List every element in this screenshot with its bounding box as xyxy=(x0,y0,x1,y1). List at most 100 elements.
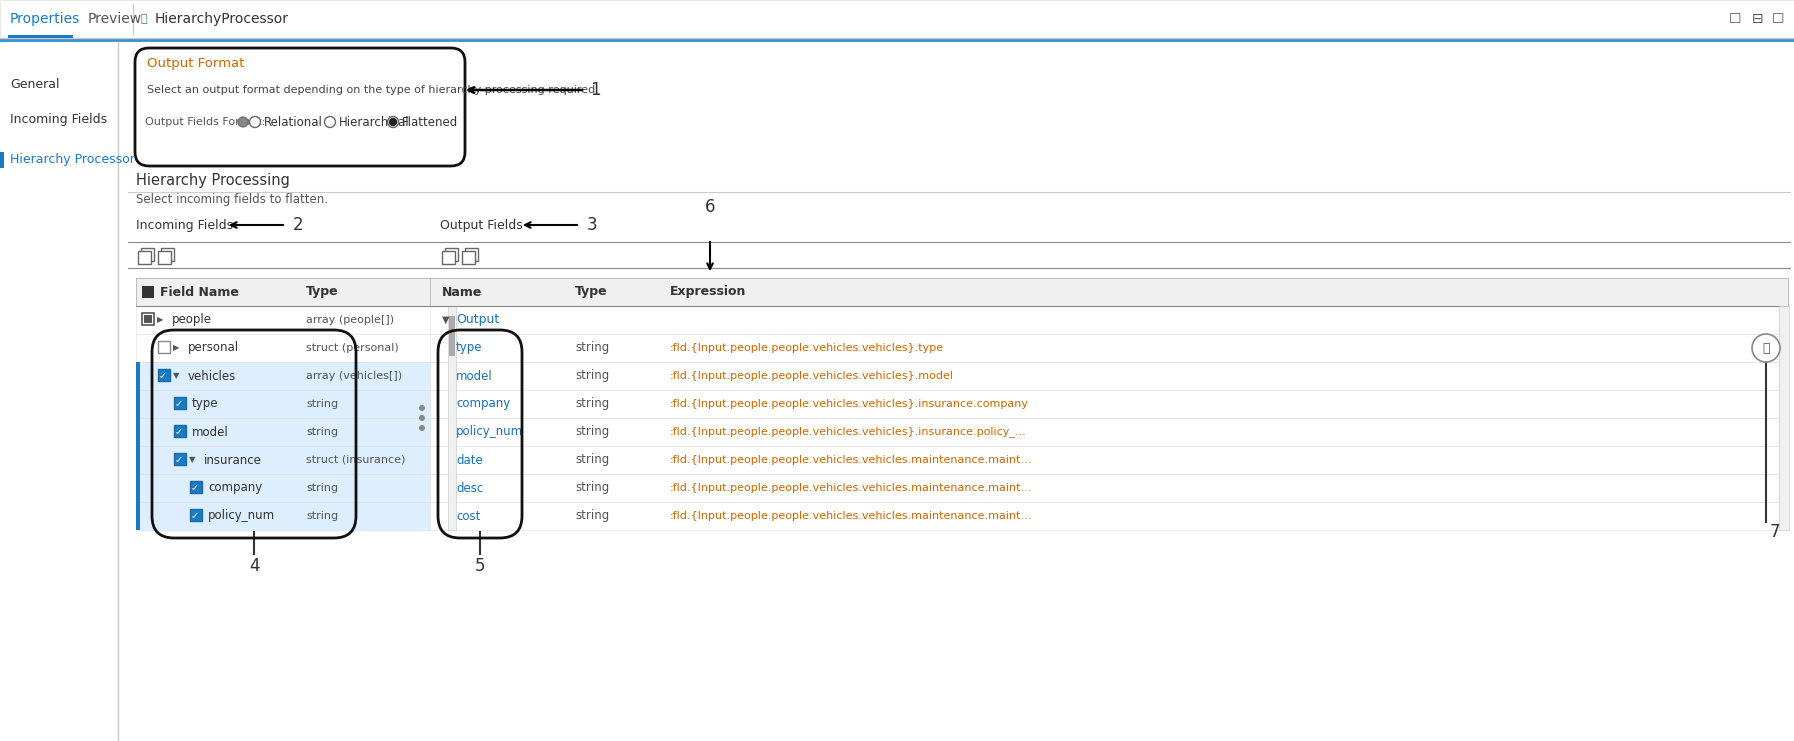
Text: ⊟: ⊟ xyxy=(1753,12,1764,26)
Circle shape xyxy=(389,119,396,125)
Bar xyxy=(142,313,154,325)
FancyBboxPatch shape xyxy=(135,48,465,166)
Bar xyxy=(448,316,456,356)
Text: string: string xyxy=(576,342,610,354)
Text: ✓: ✓ xyxy=(176,427,183,437)
Text: string: string xyxy=(576,453,610,467)
Text: cost: cost xyxy=(456,510,481,522)
Bar xyxy=(0,0,1794,38)
Text: Flattened: Flattened xyxy=(402,116,457,128)
Text: ☐: ☐ xyxy=(1729,12,1742,26)
Bar xyxy=(158,251,170,264)
Bar xyxy=(431,390,1789,418)
Bar xyxy=(431,362,1789,390)
Text: Hierarchical: Hierarchical xyxy=(339,116,409,128)
Circle shape xyxy=(325,116,335,127)
Text: :fld.{Input.people.people.vehicles.vehicles}.model: :fld.{Input.people.people.vehicles.vehic… xyxy=(669,371,954,381)
Text: ☐: ☐ xyxy=(1772,12,1785,26)
Text: Select an output format depending on the type of hierarchy processing required.: Select an output format depending on the… xyxy=(147,85,599,95)
Text: Select incoming fields to flatten.: Select incoming fields to flatten. xyxy=(136,193,328,207)
Bar xyxy=(138,251,151,264)
Bar xyxy=(0,152,4,168)
Text: ✓: ✓ xyxy=(176,455,183,465)
Circle shape xyxy=(249,116,260,127)
Bar xyxy=(136,446,447,474)
Bar xyxy=(174,453,187,465)
Text: type: type xyxy=(192,397,219,411)
Text: :fld.{Input.people.people.vehicles.vehicles}.insurance.company: :fld.{Input.people.people.vehicles.vehic… xyxy=(669,399,1030,409)
Text: Type: Type xyxy=(576,285,608,299)
Text: 3: 3 xyxy=(587,216,597,234)
Bar xyxy=(431,278,1789,306)
Text: string: string xyxy=(576,370,610,382)
Text: 7: 7 xyxy=(1771,523,1780,541)
Text: :fld.{Input.people.people.vehicles.vehicles.maintenance.maint...: :fld.{Input.people.people.vehicles.vehic… xyxy=(669,511,1032,521)
Bar xyxy=(448,306,456,530)
Text: struct (insurance): struct (insurance) xyxy=(307,455,405,465)
Bar xyxy=(136,362,447,390)
Text: people: people xyxy=(172,313,212,327)
Text: HierarchyProcessor: HierarchyProcessor xyxy=(154,12,289,26)
Bar xyxy=(431,334,1789,362)
Text: personal: personal xyxy=(188,342,239,354)
Text: date: date xyxy=(456,453,483,467)
Text: Output Fields: Output Fields xyxy=(440,219,522,231)
Text: Type: Type xyxy=(307,285,339,299)
Bar xyxy=(136,278,447,306)
Bar xyxy=(136,362,140,530)
Text: model: model xyxy=(192,425,230,439)
Text: string: string xyxy=(307,511,337,521)
Text: policy_num: policy_num xyxy=(456,425,524,439)
Bar xyxy=(445,248,457,261)
Text: Relational: Relational xyxy=(264,116,323,128)
Text: struct (personal): struct (personal) xyxy=(307,343,398,353)
Text: Hierarchy Processing: Hierarchy Processing xyxy=(136,173,291,187)
Text: ▼: ▼ xyxy=(172,371,179,380)
Bar xyxy=(1780,306,1789,530)
Bar xyxy=(136,334,447,362)
Text: ⬛: ⬛ xyxy=(140,14,147,24)
Circle shape xyxy=(420,415,425,421)
Text: array (vehicles[]): array (vehicles[]) xyxy=(307,371,402,381)
Bar xyxy=(0,42,118,741)
Text: ▼: ▼ xyxy=(441,315,450,325)
Text: Incoming Fields: Incoming Fields xyxy=(11,113,108,127)
Text: Output Fields Format:: Output Fields Format: xyxy=(145,117,266,127)
Bar xyxy=(136,390,447,418)
Text: ✓: ✓ xyxy=(190,511,199,521)
Text: 6: 6 xyxy=(705,198,716,216)
Bar xyxy=(190,481,203,493)
Text: 🗑: 🗑 xyxy=(1762,342,1769,356)
Text: company: company xyxy=(208,482,262,494)
Text: ✓: ✓ xyxy=(176,399,183,409)
Bar xyxy=(431,446,1789,474)
Text: type: type xyxy=(456,342,483,354)
Text: string: string xyxy=(576,510,610,522)
Text: 2: 2 xyxy=(292,216,303,234)
Text: array (people[]): array (people[]) xyxy=(307,315,395,325)
Text: :fld.{Input.people.people.vehicles.vehicles}.insurance.policy_...: :fld.{Input.people.people.vehicles.vehic… xyxy=(669,427,1026,437)
Bar xyxy=(158,341,170,353)
Text: Preview: Preview xyxy=(88,12,142,26)
Bar xyxy=(463,251,475,264)
Text: company: company xyxy=(456,397,509,411)
Text: Field Name: Field Name xyxy=(160,285,239,299)
Bar xyxy=(142,248,154,261)
Text: string: string xyxy=(307,483,337,493)
Text: policy_num: policy_num xyxy=(208,510,274,522)
Text: insurance: insurance xyxy=(205,453,262,467)
Text: string: string xyxy=(576,397,610,411)
Bar xyxy=(142,286,154,298)
Text: General: General xyxy=(11,79,59,91)
Text: 5: 5 xyxy=(475,557,484,575)
Text: vehicles: vehicles xyxy=(188,370,237,382)
Circle shape xyxy=(1753,334,1780,362)
Text: Properties: Properties xyxy=(11,12,81,26)
Text: string: string xyxy=(576,425,610,439)
Text: ✓: ✓ xyxy=(190,483,199,493)
Bar xyxy=(431,474,1789,502)
Bar xyxy=(441,251,456,264)
Text: ✓: ✓ xyxy=(160,371,167,381)
Text: desc: desc xyxy=(456,482,483,494)
Circle shape xyxy=(420,425,425,431)
